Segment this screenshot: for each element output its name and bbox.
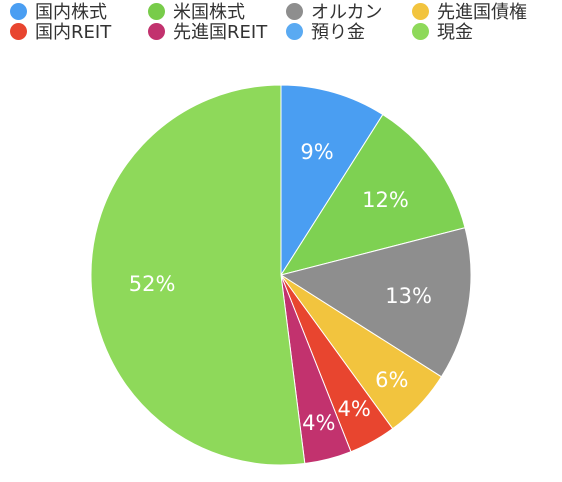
slice-label: 4% xyxy=(338,397,371,421)
chart-legend: 国内株式 米国株式 オルカン 先進国債権国内REIT 先進国REIT 預り金 現金 xyxy=(10,0,562,44)
pie-slice xyxy=(280,84,384,277)
legend-swatch xyxy=(286,22,303,40)
legend-item: 先進国債権 xyxy=(412,0,527,23)
legend-label: 国内株式 xyxy=(35,2,107,23)
legend-swatch xyxy=(10,22,27,40)
legend-item: 先進国REIT xyxy=(148,20,268,43)
legend-swatch xyxy=(286,2,303,20)
legend-label: 預り金 xyxy=(311,22,365,43)
legend-label: 米国株式 xyxy=(173,2,245,23)
slice-label: 6% xyxy=(375,368,408,392)
legend-label: 現金 xyxy=(437,22,473,43)
legend-item: 米国株式 xyxy=(148,0,245,23)
legend-label: オルカン xyxy=(311,2,383,23)
legend-label: 先進国REIT xyxy=(173,22,268,43)
pie-slice xyxy=(279,227,472,378)
legend-swatch xyxy=(412,2,429,20)
slice-label: 4% xyxy=(302,411,335,435)
legend-swatch xyxy=(148,22,165,40)
slice-label: 12% xyxy=(362,188,409,212)
legend-swatch xyxy=(412,22,429,40)
legend-item: 国内REIT xyxy=(10,20,112,43)
legend-item: 現金 xyxy=(412,20,473,43)
slice-label: 13% xyxy=(385,284,432,308)
legend-item: 国内株式 xyxy=(10,0,107,23)
legend-label: 先進国債権 xyxy=(437,2,527,23)
legend-item: オルカン xyxy=(286,0,383,23)
legend-swatch xyxy=(148,2,165,20)
pie-slice xyxy=(90,84,306,466)
slice-label: 52% xyxy=(129,272,176,296)
legend-label: 国内REIT xyxy=(35,22,112,43)
legend-item: 預り金 xyxy=(286,20,365,43)
legend-swatch xyxy=(10,2,27,20)
slice-label: 9% xyxy=(300,140,333,164)
pie-slice xyxy=(279,113,466,276)
